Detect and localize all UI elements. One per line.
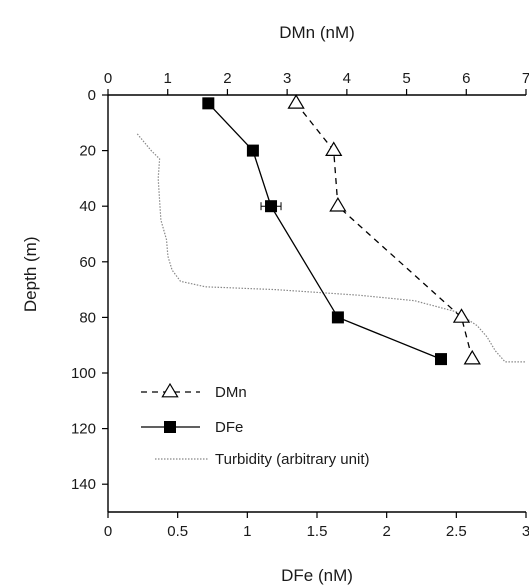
dfe-point [246, 144, 259, 157]
dmn-point [463, 349, 481, 365]
dfe-point [331, 311, 344, 324]
top-axis-tick-label: 0 [104, 70, 112, 87]
axes: 0 1 2 3 4 5 6 7 0 0.5 1 1.5 2 2.5 3 0 20 40 60 80 100 120 140 [71, 70, 529, 540]
y-axis-tick-label: 20 [79, 143, 96, 160]
bottom-axis-title: DFe (nM) [281, 566, 353, 585]
top-axis-tick-label: 6 [462, 70, 470, 87]
bottom-axis-tick-label: 1 [243, 523, 251, 540]
turbidity-series-line [136, 133, 526, 363]
dfe-point [435, 353, 448, 366]
top-axis-tick-label: 7 [522, 70, 529, 87]
bottom-axis-tick-label: 2.5 [446, 523, 467, 540]
top-axis-tick-label: 4 [343, 70, 351, 87]
dmn-point [329, 197, 347, 212]
top-axis-tick-label: 3 [283, 70, 291, 87]
dmn-series-line [295, 102, 473, 360]
top-axis-tick-label: 2 [223, 70, 231, 87]
top-axis-tick-label: 5 [402, 70, 410, 87]
top-axis-title: DMn (nM) [279, 23, 355, 42]
legend: DMn DFe Turbidity (arbitrary unit) [141, 382, 369, 468]
y-axis-tick-label: 140 [71, 476, 96, 493]
bottom-axis-tick-label: 2 [382, 523, 390, 540]
y-axis-tick-label: 0 [88, 87, 96, 104]
y-axis-tick-label: 60 [79, 254, 96, 271]
bottom-axis-tick-label: 0 [104, 523, 112, 540]
y-axis-tick-label: 80 [79, 309, 96, 326]
top-axis-tick-label: 1 [164, 70, 172, 87]
legend-dmn-label: DMn [215, 384, 247, 401]
legend-dfe-marker [164, 421, 176, 433]
bottom-axis-tick-label: 1.5 [307, 523, 328, 540]
dmn-point [287, 94, 305, 109]
legend-turbidity-label: Turbidity (arbitrary unit) [215, 451, 369, 468]
y-axis-tick-label: 100 [71, 365, 96, 382]
dfe-point [202, 97, 215, 110]
series-layer [136, 94, 526, 366]
dmn-point [325, 141, 343, 156]
dfe-series-line [207, 102, 442, 360]
dmn-point [452, 308, 471, 323]
y-axis-tick-label: 120 [71, 421, 96, 438]
bottom-axis-tick-label: 3 [522, 523, 529, 540]
legend-dfe-label: DFe [215, 419, 243, 436]
y-axis-title: Depth (m) [21, 237, 40, 313]
y-axis-tick-label: 40 [79, 198, 96, 215]
bottom-axis-tick-label: 0.5 [167, 523, 188, 540]
legend-dmn-marker [161, 382, 179, 398]
